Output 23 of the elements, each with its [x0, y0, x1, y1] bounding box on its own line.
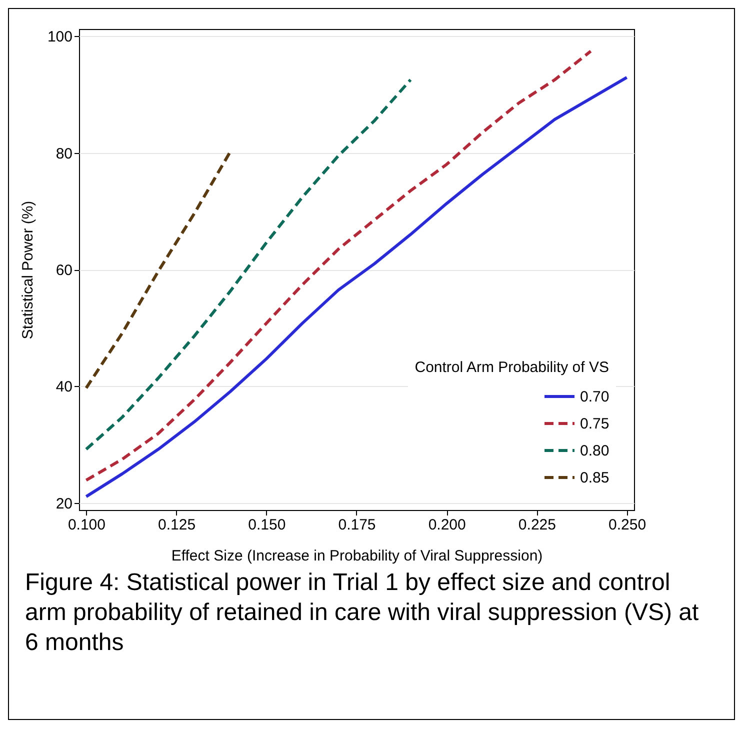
x-tick-label: 0.125: [158, 516, 196, 534]
y-tick-label: 40: [56, 378, 72, 396]
line-series: [84, 150, 232, 390]
x-tick-label: 0.200: [428, 516, 466, 534]
line-series: [84, 76, 628, 498]
y-tick-label: 100: [47, 28, 72, 46]
legend-label: 0.80: [580, 442, 610, 460]
y-tick-label: 20: [56, 495, 72, 512]
legend-label: 0.75: [580, 416, 610, 432]
legend-label: 0.85: [580, 470, 610, 486]
x-tick-label: 0.250: [608, 516, 646, 534]
legend-title: Control Arm Probability of VS: [414, 359, 609, 376]
x-axis-title: Effect Size (Increase in Probability of Viral Suppression): [171, 548, 543, 564]
line-series: [84, 78, 412, 451]
caption: Figure 4: Statistical power in Trial 1 by effect size and control arm probability of retained in care with viral suppression (VS) at 6 months: [24, 568, 700, 658]
legend-label: 0.70: [580, 388, 610, 406]
x-tick-label: 0.175: [338, 516, 376, 534]
x-tick-label: 0.100: [68, 516, 106, 534]
x-tick-label: 0.225: [518, 516, 556, 534]
y-tick-label: 80: [56, 145, 72, 162]
y-axis-title: Statistical Power (%): [19, 200, 36, 340]
y-tick-label: 60: [56, 262, 72, 279]
x-tick-label: 0.150: [248, 516, 286, 534]
